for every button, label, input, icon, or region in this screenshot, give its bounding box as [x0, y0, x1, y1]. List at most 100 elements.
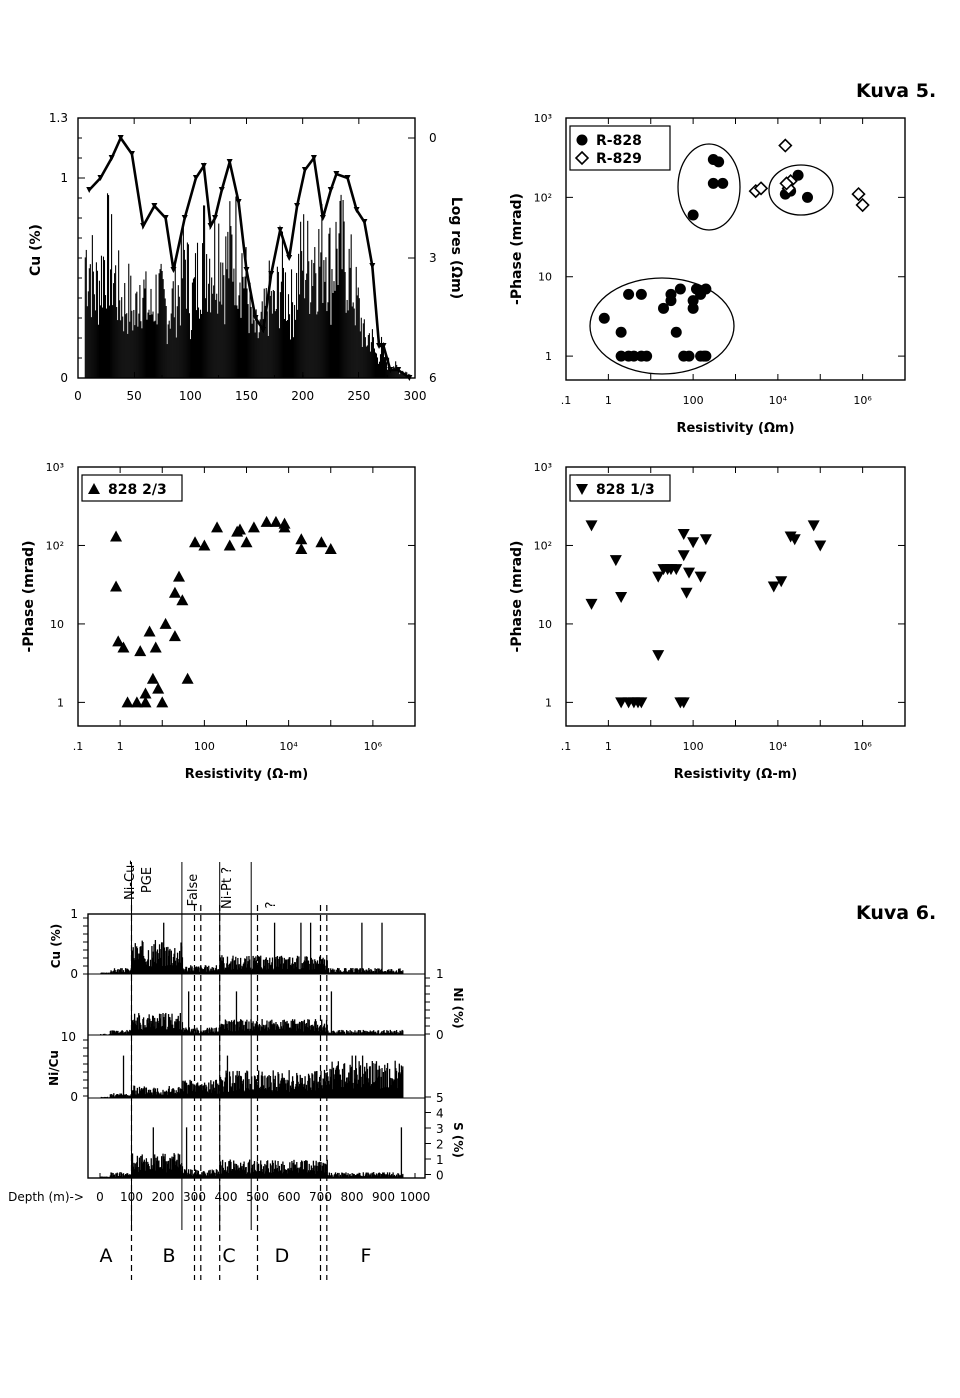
depth-bar [151, 1015, 154, 1035]
depth-bar [327, 969, 329, 974]
depth-bar [169, 1092, 171, 1098]
depth-bar [359, 1065, 362, 1098]
depth-bar [364, 972, 367, 974]
x-tick-label: .1 [561, 394, 572, 407]
depth-bar [163, 947, 166, 974]
depth-bar [240, 968, 242, 974]
depth-bar [305, 1022, 308, 1035]
depth-bar [176, 1022, 178, 1035]
y-tick-label: 10³ [534, 461, 552, 474]
depth-bar [258, 1163, 260, 1178]
depth-bar [280, 955, 283, 974]
depth-bar [143, 1159, 145, 1178]
cu-bar [224, 324, 226, 378]
depth-bar [298, 1168, 301, 1178]
depth-bar [288, 1027, 290, 1035]
depth-bar [169, 1017, 171, 1035]
depth-bar [113, 970, 115, 974]
depth-bar [155, 951, 157, 974]
depth-bar [271, 1172, 273, 1178]
depth-bar [194, 1029, 197, 1035]
depth-bar [261, 1019, 263, 1035]
depth-bar [374, 968, 376, 974]
depth-bar [201, 1084, 203, 1098]
depth-bar [253, 1075, 256, 1098]
depth-bar [355, 1175, 358, 1178]
y-tick-label: 4 [436, 1107, 444, 1121]
depth-bar [164, 950, 166, 974]
depth-bar [302, 1084, 304, 1098]
depth-bar [184, 1170, 186, 1178]
depth-bar [190, 1081, 192, 1098]
depth-bar [323, 1023, 326, 1035]
depth-bar [372, 1174, 374, 1178]
depth-bar [278, 1026, 280, 1035]
depth-bar [306, 1090, 308, 1098]
cu-bar [191, 282, 194, 378]
depth-bar [210, 1027, 213, 1035]
depth-bar [150, 1020, 152, 1035]
zone-label: PGE [140, 867, 155, 893]
depth-bar [188, 967, 190, 974]
depth-bar [400, 1175, 402, 1178]
depth-bar [357, 1079, 360, 1098]
depth-bar [258, 956, 260, 974]
data-point [687, 295, 699, 307]
cu-bar [192, 278, 195, 378]
logres-point [344, 175, 351, 181]
depth-bar [122, 1030, 124, 1035]
depth-bar [240, 1167, 242, 1178]
depth-bar [223, 1171, 225, 1178]
cu-bar [165, 306, 167, 378]
depth-bar [379, 1068, 381, 1098]
cu-bar [258, 332, 260, 378]
data-point [260, 515, 273, 527]
x-tick-label: 0 [74, 389, 82, 403]
depth-bar [121, 1030, 123, 1035]
depth-bar [252, 1171, 254, 1178]
depth-bar [219, 1026, 222, 1035]
data-point [130, 696, 143, 708]
depth-bar [156, 1028, 158, 1035]
depth-bar [141, 1154, 143, 1178]
depth-bar [308, 1163, 310, 1178]
x-tick-label: 100 [179, 389, 202, 403]
cu-bar [300, 221, 302, 378]
depth-bar [221, 1159, 224, 1178]
depth-bar [201, 1175, 204, 1178]
logres-point [387, 367, 394, 373]
depth-bar [147, 950, 150, 974]
depth-bar [289, 1085, 292, 1098]
depth-bar [339, 1074, 342, 1098]
depth-bar [334, 1032, 336, 1035]
logres-point [212, 215, 219, 221]
depth-bar [164, 1153, 166, 1178]
cu-bar [129, 321, 131, 378]
depth-bar [310, 1024, 312, 1035]
depth-bar [273, 968, 275, 974]
depth-bar [339, 1074, 341, 1098]
depth-bar [217, 1085, 220, 1098]
depth-bar [172, 1088, 174, 1098]
depth-bar [204, 1088, 206, 1098]
depth-bar [172, 1024, 174, 1035]
depth-bar [312, 1026, 315, 1035]
depth-bar [262, 1085, 265, 1098]
depth-bar [281, 1073, 283, 1098]
depth-bar [295, 1030, 297, 1035]
depth-bar [264, 959, 266, 974]
cu-bar [359, 331, 361, 378]
depth-bar [298, 1028, 300, 1035]
depth-bar [255, 956, 257, 974]
depth-bar [327, 1030, 329, 1035]
depth-bar [139, 1022, 141, 1035]
depth-bar [368, 967, 370, 974]
depth-bar [253, 1161, 256, 1178]
cu-bar [301, 251, 303, 378]
kuva5-label: Kuva 5. [856, 80, 937, 102]
logres-point [162, 215, 169, 221]
depth-bar [300, 1160, 303, 1178]
data-point [585, 598, 598, 610]
